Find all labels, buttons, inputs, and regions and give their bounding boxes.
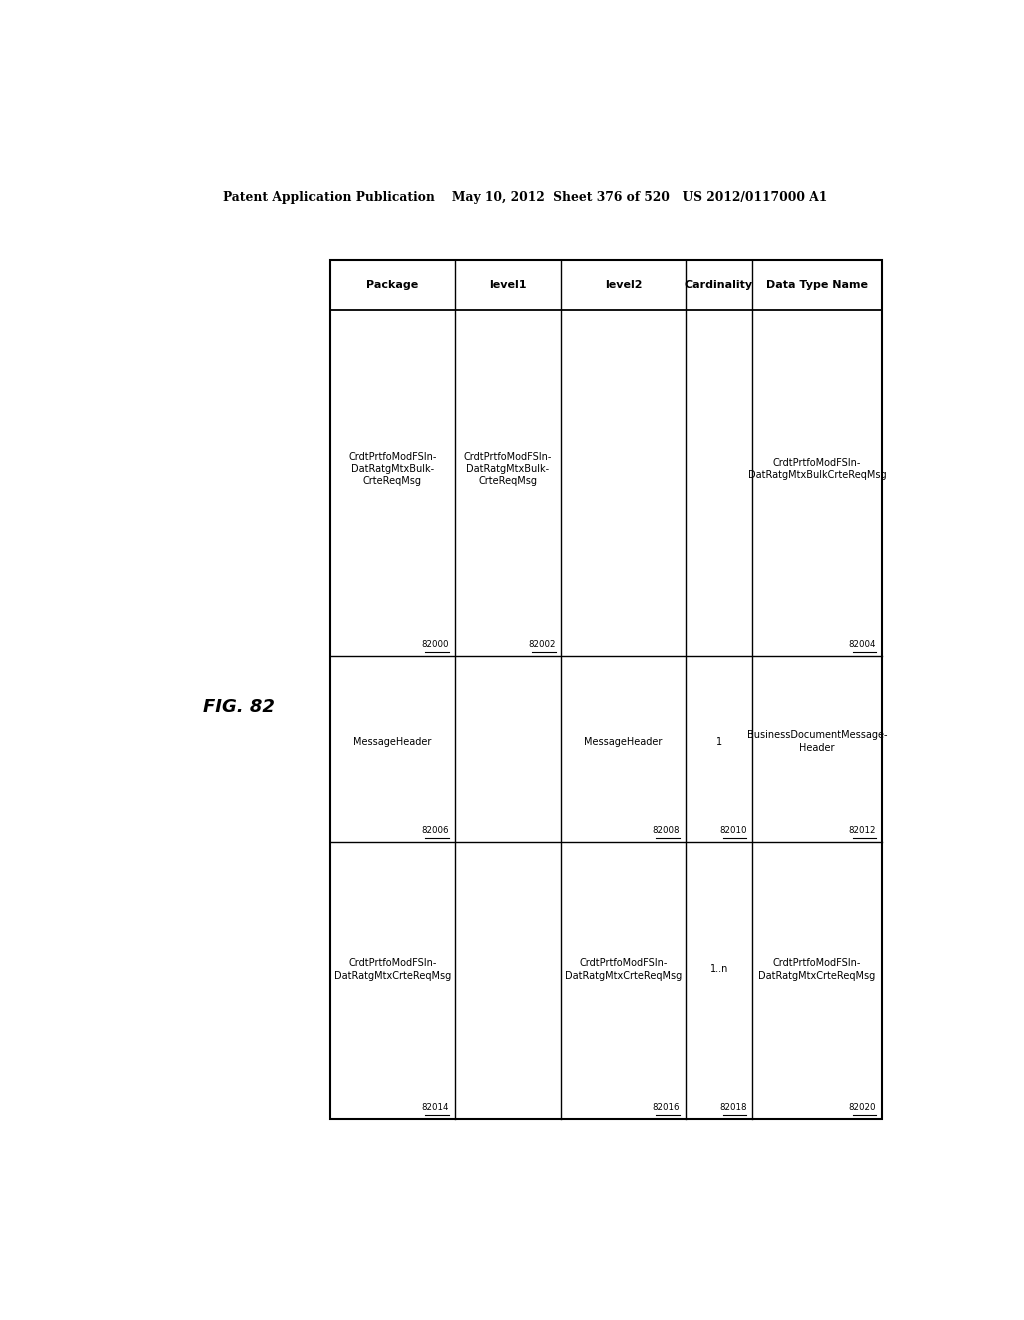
Text: 82006: 82006 bbox=[422, 826, 449, 836]
Text: 82004: 82004 bbox=[849, 640, 877, 648]
Text: CrdtPrtfoModFSIn-
DatRatgMtxCrteReqMsg: CrdtPrtfoModFSIn- DatRatgMtxCrteReqMsg bbox=[334, 958, 452, 981]
Text: CrdtPrtfoModFSIn-
DatRatgMtxBulk-
CrteReqMsg: CrdtPrtfoModFSIn- DatRatgMtxBulk- CrteRe… bbox=[464, 451, 552, 486]
Text: 82008: 82008 bbox=[652, 826, 680, 836]
Text: Patent Application Publication    May 10, 2012  Sheet 376 of 520   US 2012/01170: Patent Application Publication May 10, 2… bbox=[222, 190, 827, 203]
Text: BusinessDocumentMessage-
Header: BusinessDocumentMessage- Header bbox=[746, 730, 887, 752]
Text: CrdtPrtfoModFSIn-
DatRatgMtxCrteReqMsg: CrdtPrtfoModFSIn- DatRatgMtxCrteReqMsg bbox=[565, 958, 682, 981]
Bar bbox=[331, 260, 882, 1119]
Text: MessageHeader: MessageHeader bbox=[353, 737, 432, 747]
Text: 82018: 82018 bbox=[719, 1102, 746, 1111]
Text: 82002: 82002 bbox=[528, 640, 556, 648]
Text: CrdtPrtfoModFSIn-
DatRatgMtxBulk-
CrteReqMsg: CrdtPrtfoModFSIn- DatRatgMtxBulk- CrteRe… bbox=[348, 451, 436, 486]
Text: level1: level1 bbox=[489, 280, 526, 290]
Text: level2: level2 bbox=[605, 280, 642, 290]
Text: Data Type Name: Data Type Name bbox=[766, 280, 868, 290]
Text: 82010: 82010 bbox=[719, 826, 746, 836]
Text: CrdtPrtfoModFSIn-
DatRatgMtxCrteReqMsg: CrdtPrtfoModFSIn- DatRatgMtxCrteReqMsg bbox=[759, 958, 876, 981]
Text: 82012: 82012 bbox=[849, 826, 877, 836]
Text: CrdtPrtfoModFSIn-
DatRatgMtxBulkCrteReqMsg: CrdtPrtfoModFSIn- DatRatgMtxBulkCrteReqM… bbox=[748, 458, 886, 480]
Text: FIG. 82: FIG. 82 bbox=[203, 698, 275, 715]
Text: 1: 1 bbox=[716, 737, 722, 747]
Text: 82020: 82020 bbox=[849, 1102, 877, 1111]
Text: 1..n: 1..n bbox=[710, 965, 728, 974]
Text: Package: Package bbox=[367, 280, 419, 290]
Text: 82000: 82000 bbox=[422, 640, 449, 648]
Text: 82016: 82016 bbox=[652, 1102, 680, 1111]
Text: Cardinality: Cardinality bbox=[685, 280, 753, 290]
Text: MessageHeader: MessageHeader bbox=[585, 737, 663, 747]
Text: 82014: 82014 bbox=[422, 1102, 449, 1111]
